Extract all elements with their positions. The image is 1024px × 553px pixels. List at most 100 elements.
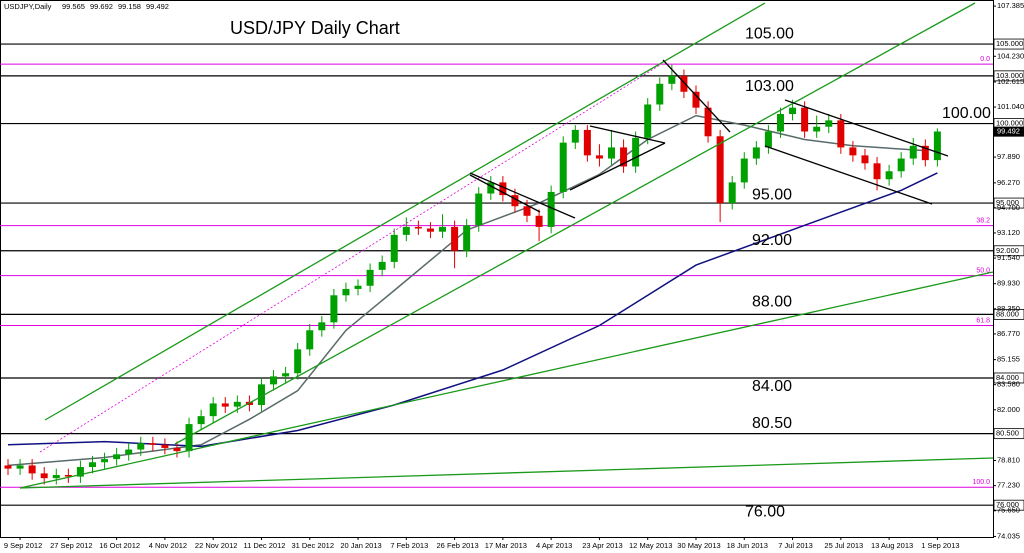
y-tick-label: 86.770 (997, 329, 1020, 338)
level-label: 103.00 (745, 78, 794, 95)
axis-level-label: 100.000 (996, 119, 1023, 128)
x-tick-label: 18 Jun 2013 (727, 541, 768, 550)
y-tick-label: 74.035 (997, 531, 1020, 540)
triangle-line (569, 142, 666, 191)
trend-lines (19, 2, 994, 489)
x-tick-label: 25 Jul 2013 (824, 541, 863, 550)
candle-body (656, 83, 664, 105)
axis-level-box (993, 499, 1024, 511)
candle-body (318, 322, 326, 331)
y-tick-label: 104.230 (997, 51, 1024, 60)
candle-body (475, 193, 483, 226)
x-tick-label: 31 Dec 2012 (291, 541, 334, 550)
candle-body (64, 474, 72, 477)
axis-level-label: 76.000 (996, 500, 1019, 509)
candle-body (402, 226, 410, 235)
candle-body (173, 447, 181, 452)
candle-body (813, 126, 821, 132)
candle-body (125, 449, 133, 455)
candle-body (257, 384, 265, 406)
candle-body (776, 114, 784, 132)
trend-line (764, 145, 933, 205)
candle-body (209, 403, 217, 417)
candle-body (764, 131, 772, 148)
candle-body (897, 158, 905, 172)
level-label: 95.00 (752, 186, 792, 203)
fib-label: 38.2 (976, 217, 990, 224)
candle-body (692, 91, 700, 108)
y-tick-label: 85.155 (997, 355, 1020, 364)
candle-body (16, 465, 24, 469)
trend-line (662, 59, 731, 133)
axis-level-box (993, 197, 1024, 209)
level-label: 88.00 (752, 294, 792, 311)
current-price-box (994, 126, 1024, 137)
level-label: 76.00 (745, 503, 785, 520)
candle-body (390, 234, 398, 262)
candle-body (825, 120, 833, 127)
candle-body (740, 158, 748, 183)
candle-body (161, 444, 169, 448)
candle-body (668, 75, 676, 84)
axis-level-label: 88.000 (996, 309, 1019, 318)
moving-average (7, 114, 926, 467)
candle-body (608, 147, 615, 159)
x-tick-label: 20 Jan 2013 (340, 541, 381, 550)
candle-body (789, 107, 797, 115)
moving-average (7, 172, 938, 448)
ohlc-readout: 99.492 (146, 2, 169, 11)
y-tick-label: 97.890 (997, 152, 1020, 161)
x-tick-label: 7 Feb 2013 (390, 541, 428, 550)
x-tick-label: 9 Sep 2012 (4, 541, 42, 550)
x-tick-label: 30 May 2013 (677, 541, 720, 550)
y-tick-label: 75.650 (997, 506, 1020, 515)
current-price-label: 99.492 (997, 127, 1020, 136)
plot-frame (0, 0, 994, 538)
y-tick-label: 89.930 (997, 279, 1020, 288)
candle-body (583, 129, 591, 156)
trend-line (784, 99, 949, 157)
candle-body (354, 285, 362, 289)
axis-level-box (993, 372, 1024, 384)
y-tick-label: 93.120 (997, 228, 1020, 237)
candle-body (149, 443, 157, 445)
candle-body (414, 226, 422, 229)
candle-body (632, 137, 640, 167)
candle-body (233, 401, 241, 407)
level-label: 105.00 (745, 25, 794, 42)
candle-body (451, 226, 459, 251)
x-tick-label: 23 Apr 2013 (582, 541, 622, 550)
triangle-line (589, 125, 666, 144)
axis-level-label: 95.000 (996, 198, 1019, 207)
ohlc-readout: 99.158 (118, 2, 141, 11)
candle-body (849, 147, 857, 156)
candle-body (595, 155, 603, 159)
x-tick-label: 26 Feb 2013 (437, 541, 479, 550)
y-tick-label: 78.810 (997, 455, 1020, 464)
candle-body (306, 330, 314, 350)
candle-body (426, 228, 434, 232)
candle-body (523, 206, 531, 216)
candle-body (366, 269, 374, 286)
candle-body (101, 459, 109, 463)
candle-body (571, 129, 579, 143)
fan-line (19, 271, 994, 489)
channel-line (44, 2, 766, 421)
fib-label: 61.8 (976, 317, 990, 324)
y-tick-label: 96.270 (997, 178, 1020, 187)
y-tick-label: 102.615 (997, 77, 1024, 86)
y-tick-label: 101.040 (997, 102, 1024, 111)
candle-body (704, 107, 712, 137)
level-label: 84.00 (752, 378, 792, 395)
candle-body (547, 191, 555, 227)
candle-body (330, 295, 338, 323)
y-tick-label: 77.230 (997, 481, 1020, 490)
candle-body (535, 215, 543, 227)
candle-body (885, 171, 893, 180)
y-tick-label: 94.700 (997, 203, 1020, 212)
y-tick-label: 83.580 (997, 380, 1020, 389)
axis-level-box (993, 428, 1024, 440)
triangle-line (469, 172, 576, 219)
candle-body (559, 142, 567, 192)
chart-title: USD/JPY Daily Chart (230, 18, 400, 38)
